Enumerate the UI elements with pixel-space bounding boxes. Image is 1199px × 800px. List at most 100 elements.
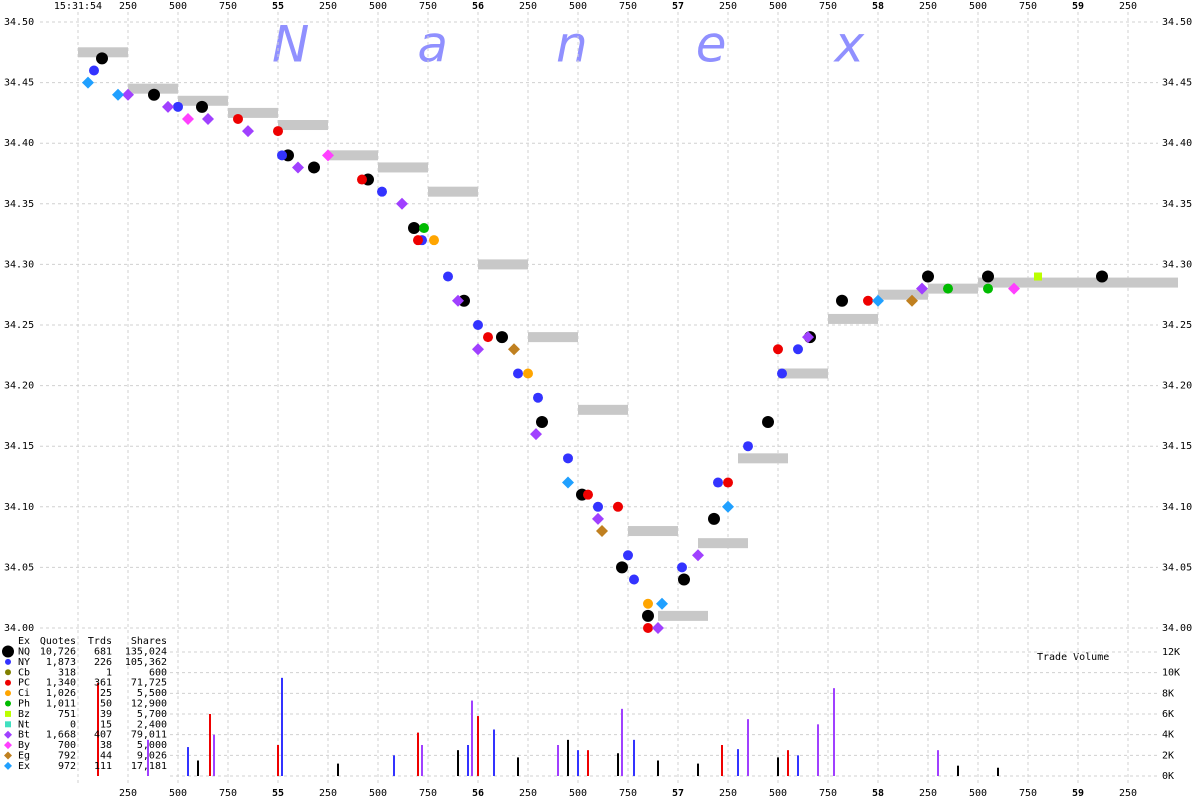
legend-marker bbox=[4, 730, 12, 739]
trade-point bbox=[596, 525, 608, 538]
v-tick-label: 12K bbox=[1162, 647, 1180, 658]
trade-point bbox=[773, 344, 783, 355]
x-tick-label: 58 bbox=[872, 1, 884, 12]
volume-bar bbox=[471, 700, 473, 776]
legend-name: NY bbox=[18, 657, 30, 668]
v-tick-label: 2K bbox=[1162, 750, 1174, 761]
volume-bar bbox=[393, 755, 395, 776]
trade-point bbox=[473, 320, 483, 330]
legend-trades: 39 bbox=[100, 709, 112, 720]
trade-point bbox=[793, 344, 803, 355]
y-tick-label: 34.10 bbox=[1162, 502, 1192, 513]
volume-bar bbox=[621, 708, 623, 776]
volume-bar bbox=[997, 767, 999, 776]
volume-bar bbox=[97, 683, 99, 776]
trade-point bbox=[173, 101, 183, 112]
quote-bar bbox=[178, 95, 228, 106]
y-tick-label: 34.35 bbox=[1162, 199, 1192, 210]
x-tick-label: 750 bbox=[1019, 1, 1037, 12]
x-tick-label: 250 bbox=[119, 788, 137, 799]
quote-bar bbox=[1078, 277, 1128, 288]
y-tick-label: 34.10 bbox=[4, 502, 34, 513]
legend-trades: 681 bbox=[94, 647, 112, 658]
trade-point bbox=[429, 235, 439, 246]
legend-trades: 407 bbox=[94, 730, 112, 741]
trade-point bbox=[196, 100, 208, 113]
quote-bar bbox=[278, 120, 328, 131]
volume-bar bbox=[697, 763, 699, 776]
x-tick-label: 56 bbox=[472, 788, 484, 799]
trade-point bbox=[148, 88, 160, 101]
legend-quotes: 10,726 bbox=[40, 647, 76, 658]
legend-marker bbox=[5, 721, 11, 728]
x-tick-label: 500 bbox=[369, 788, 387, 799]
volume-bar bbox=[187, 747, 189, 776]
trade-point bbox=[182, 112, 194, 125]
x-tick-label: 57 bbox=[672, 788, 684, 799]
legend-trades: 111 bbox=[94, 761, 112, 772]
y-tick-label: 34.25 bbox=[4, 320, 34, 331]
legend-shares: 5,000 bbox=[137, 740, 167, 751]
legend-marker bbox=[4, 741, 12, 750]
legend-quotes: 1,668 bbox=[46, 730, 76, 741]
quote-bar bbox=[628, 526, 678, 537]
quote-bar bbox=[428, 186, 478, 197]
trade-point bbox=[762, 415, 774, 428]
trade-point bbox=[652, 622, 664, 634]
trade-point bbox=[642, 609, 654, 622]
trade-point bbox=[713, 477, 723, 488]
quote-bar bbox=[478, 259, 528, 270]
y-tick-label: 34.45 bbox=[1162, 78, 1192, 89]
quote-bar bbox=[828, 313, 878, 324]
x-tick-label: 55 bbox=[272, 1, 284, 12]
quote-bar bbox=[1128, 277, 1178, 288]
trade-point bbox=[613, 501, 623, 512]
trade-point bbox=[1096, 270, 1108, 283]
volume-bar bbox=[957, 765, 959, 776]
trade-point bbox=[656, 597, 668, 610]
legend-quotes: 1,340 bbox=[46, 678, 76, 689]
trade-point bbox=[777, 368, 787, 379]
legend-quotes: 792 bbox=[58, 751, 76, 762]
legend-header: Shares bbox=[131, 636, 167, 647]
x-tick-label: 59 bbox=[1072, 1, 1084, 12]
x-tick-label: 750 bbox=[219, 1, 237, 12]
legend-shares: 71,725 bbox=[131, 678, 167, 689]
trade-point bbox=[308, 161, 320, 174]
x-tick-label: 59 bbox=[1072, 788, 1084, 799]
volume-bar bbox=[417, 732, 419, 776]
legend-shares: 5,500 bbox=[137, 688, 167, 699]
legend-name: Bt bbox=[18, 730, 30, 741]
legend-quotes: 972 bbox=[58, 761, 76, 772]
y-tick-label: 34.45 bbox=[4, 78, 34, 89]
volume-bar bbox=[657, 760, 659, 776]
trade-point bbox=[722, 500, 734, 513]
quote-bar bbox=[698, 538, 748, 549]
x-tick-label: 500 bbox=[969, 788, 987, 799]
trade-point bbox=[836, 294, 848, 307]
legend-shares: 2,400 bbox=[137, 719, 167, 730]
volume-bar bbox=[277, 745, 279, 776]
v-tick-label: 4K bbox=[1162, 730, 1174, 741]
legend-shares: 12,900 bbox=[131, 699, 167, 710]
x-tick-label: 250 bbox=[519, 788, 537, 799]
watermark: Nanex bbox=[272, 16, 972, 74]
y-tick-label: 34.30 bbox=[1162, 259, 1192, 270]
x-tick-label: 500 bbox=[169, 788, 187, 799]
legend-name: Ph bbox=[18, 699, 30, 710]
y-tick-label: 34.50 bbox=[4, 17, 34, 28]
trade-point bbox=[508, 343, 520, 356]
quote-bar bbox=[658, 610, 708, 621]
x-tick-label: 58 bbox=[872, 788, 884, 799]
volume-bar bbox=[457, 750, 459, 776]
x-tick-label: 250 bbox=[919, 788, 937, 799]
trade-point bbox=[233, 113, 243, 124]
x-tick-label: 250 bbox=[319, 1, 337, 12]
y-tick-label: 34.25 bbox=[1162, 320, 1192, 331]
trade-point bbox=[242, 125, 254, 138]
volume-bar bbox=[787, 750, 789, 776]
volume-bar bbox=[721, 745, 723, 776]
legend-trades: 361 bbox=[94, 678, 112, 689]
legend-shares: 79,011 bbox=[131, 730, 167, 741]
quote-bar bbox=[128, 83, 178, 94]
